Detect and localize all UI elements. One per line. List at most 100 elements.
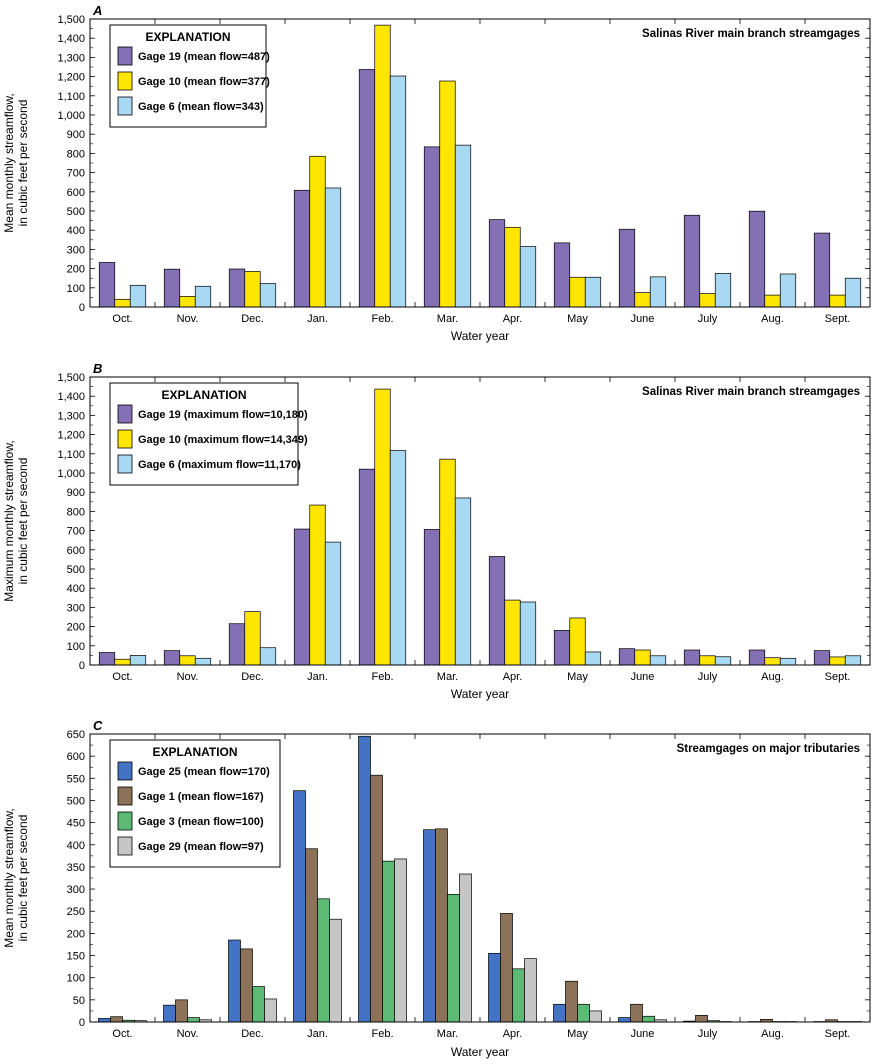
bar (748, 649, 766, 666)
bar (244, 271, 261, 308)
x-tick-label: Sept. (825, 313, 851, 325)
chart-panel-b: 0 100 200 300 400 500 600 700 800 900 1,000 1,100 1,… (2, 361, 871, 701)
bar (309, 155, 326, 308)
bar (264, 998, 277, 1023)
bar (389, 450, 407, 666)
bar (618, 228, 636, 308)
x-tick-label: May (567, 671, 588, 683)
bar (584, 276, 602, 308)
bar (194, 657, 212, 666)
y-tick-label: 400 (67, 840, 85, 852)
bar (293, 189, 311, 308)
y-axis-title-line-2: in cubic feet per second (16, 815, 30, 942)
bar (683, 649, 701, 666)
bar (305, 848, 318, 1023)
y-axis-title-line-2: in cubic feet per second (16, 458, 30, 585)
bar (423, 829, 436, 1023)
x-tick-label: Aug. (761, 671, 784, 683)
bar (259, 283, 277, 308)
bar (293, 790, 306, 1023)
bar (324, 541, 342, 666)
bar (649, 276, 667, 308)
bar (423, 146, 441, 308)
bar (813, 232, 831, 308)
y-tick-label: 500 (67, 206, 85, 218)
bar (228, 268, 246, 308)
x-tick-label: July (698, 1028, 718, 1040)
bar (764, 294, 781, 308)
x-tick-label: June (631, 671, 655, 683)
bar (358, 468, 376, 666)
legend-label: Gage 3 (mean flow=100) (138, 816, 264, 828)
bar (358, 735, 371, 1023)
x-tick-label: Mar. (437, 671, 458, 683)
bar (618, 1017, 631, 1023)
x-tick-label: Feb. (371, 1028, 393, 1040)
bar (454, 144, 472, 308)
bar (844, 277, 862, 308)
bar (439, 80, 456, 308)
bar (565, 980, 578, 1023)
bar (382, 860, 395, 1023)
y-tick-label: 900 (67, 129, 85, 141)
legend: EXPLANATION Gage 19 (mean flow=487) Gage 1… (109, 24, 270, 128)
y-tick-label: 200 (67, 622, 85, 634)
y-tick-label: 200 (67, 928, 85, 940)
y-tick-label: 500 (67, 795, 85, 807)
bar (714, 656, 732, 666)
legend-swatch (117, 761, 133, 781)
panel-title: Salinas River main branch streamgages (642, 386, 860, 398)
y-axis-title-line-1: Maximum monthly streamflow, (2, 440, 16, 601)
bars-group (98, 735, 862, 1023)
legend-box (109, 24, 267, 128)
legend-label: Gage 10 (maximum flow=14,349) (138, 434, 308, 446)
x-tick-label: July (698, 671, 718, 683)
bar (98, 1018, 111, 1023)
bar (324, 187, 342, 308)
y-tick-label: 1,100 (57, 449, 85, 461)
bar (524, 958, 537, 1023)
bar (252, 986, 265, 1023)
legend-box (109, 382, 299, 486)
x-tick-label: Dec. (241, 1028, 264, 1040)
x-tick-label: Jan. (307, 1028, 328, 1040)
bar (228, 623, 246, 666)
legend-label: Gage 25 (mean flow=170) (138, 766, 270, 778)
bar (187, 1017, 200, 1023)
chart-panel-c: 0 50 100 150 200 250 300 350 400 450 500 550 600 650 O… (2, 718, 871, 1059)
bar (779, 657, 797, 666)
bar (329, 918, 342, 1023)
y-axis: 0 100 200 300 400 500 600 700 800 900 1,000 1,100 1,… (57, 14, 870, 314)
bar (699, 655, 716, 666)
y-tick-label: 700 (67, 526, 85, 538)
bar (374, 24, 391, 308)
bar (179, 296, 196, 308)
x-axis: Oct. Nov. Dec. Jan. Feb. Mar. Apr. May June July A… (112, 377, 850, 683)
bar (194, 285, 212, 308)
bar (504, 226, 521, 308)
bar (175, 999, 188, 1023)
panel-title: Salinas River main branch streamgages (642, 28, 860, 40)
bar (500, 913, 513, 1023)
y-tick-label: 100 (67, 641, 85, 653)
x-axis: Oct. Nov. Dec. Jan. Feb. Mar. Apr. May June July A… (112, 734, 850, 1040)
bar (584, 651, 602, 666)
panel-title: Streamgages on major tributaries (677, 743, 860, 755)
chart-panel-a: 0 100 200 300 400 500 600 700 800 900 1,000 1,100 1,… (2, 3, 871, 343)
x-tick-label: May (567, 313, 588, 325)
bar (519, 246, 537, 308)
x-axis: Oct. Nov. Dec. Jan. Feb. Mar. Apr. May June July A… (112, 19, 850, 325)
x-tick-label: July (698, 313, 718, 325)
y-tick-label: 300 (67, 602, 85, 614)
bar (695, 1014, 708, 1023)
y-axis-title-line-1: Mean monthly streamflow, (2, 93, 16, 232)
legend-swatch (117, 429, 133, 449)
bar (699, 293, 716, 308)
bar (504, 599, 521, 666)
y-tick-label: 0 (79, 660, 85, 672)
x-tick-label: Oct. (112, 1028, 132, 1040)
bar (488, 556, 506, 666)
bar (844, 655, 862, 666)
x-tick-label: June (631, 313, 655, 325)
bar (748, 210, 766, 308)
